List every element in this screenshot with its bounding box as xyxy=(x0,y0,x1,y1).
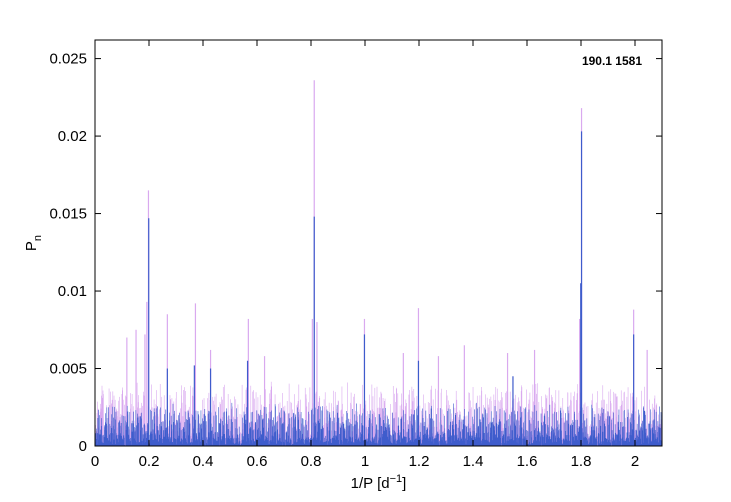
axis-ticks: 0 0.2 0.4 0.6 0.8 1 1.2 1.4 1.6 1.8 2 0 0.005 0.01 0.0… xyxy=(49,40,662,470)
x-tick-label: 2 xyxy=(631,453,639,470)
y-axis-label: Pn xyxy=(23,235,44,251)
x-tick-label: 1 xyxy=(361,453,369,470)
y-tick-label: 0 xyxy=(79,438,87,455)
chart-annotation: 190.1 1581 xyxy=(582,54,642,68)
y-axis-label-sub: n xyxy=(32,235,44,241)
x-tick-label: 0.6 xyxy=(247,453,268,470)
x-axis-label: 1/P [d−1] xyxy=(351,473,407,492)
x-axis-label-suffix: ] xyxy=(402,475,406,492)
y-axis-label-base: P xyxy=(23,241,40,251)
x-axis-label-base: 1/P [d xyxy=(351,475,390,492)
x-tick-label: 1.6 xyxy=(517,453,538,470)
y-tick-label: 0.01 xyxy=(58,283,87,300)
x-tick-label: 0.2 xyxy=(139,453,160,470)
x-tick-label: 0 xyxy=(91,453,99,470)
plot-frame xyxy=(94,39,663,447)
x-tick-label: 1.2 xyxy=(409,453,430,470)
y-tick-label: 0.015 xyxy=(49,206,87,223)
plot-area xyxy=(95,80,662,446)
y-tick-label: 0.02 xyxy=(58,128,87,145)
x-tick-label: 0.4 xyxy=(193,453,214,470)
y-tick-label: 0.025 xyxy=(49,51,87,68)
x-axis-label-sup: −1 xyxy=(390,473,403,485)
x-tick-label: 0.8 xyxy=(301,453,322,470)
y-tick-label: 0.005 xyxy=(49,361,87,378)
x-tick-label: 1.8 xyxy=(571,453,592,470)
x-tick-label: 1.4 xyxy=(463,453,484,470)
